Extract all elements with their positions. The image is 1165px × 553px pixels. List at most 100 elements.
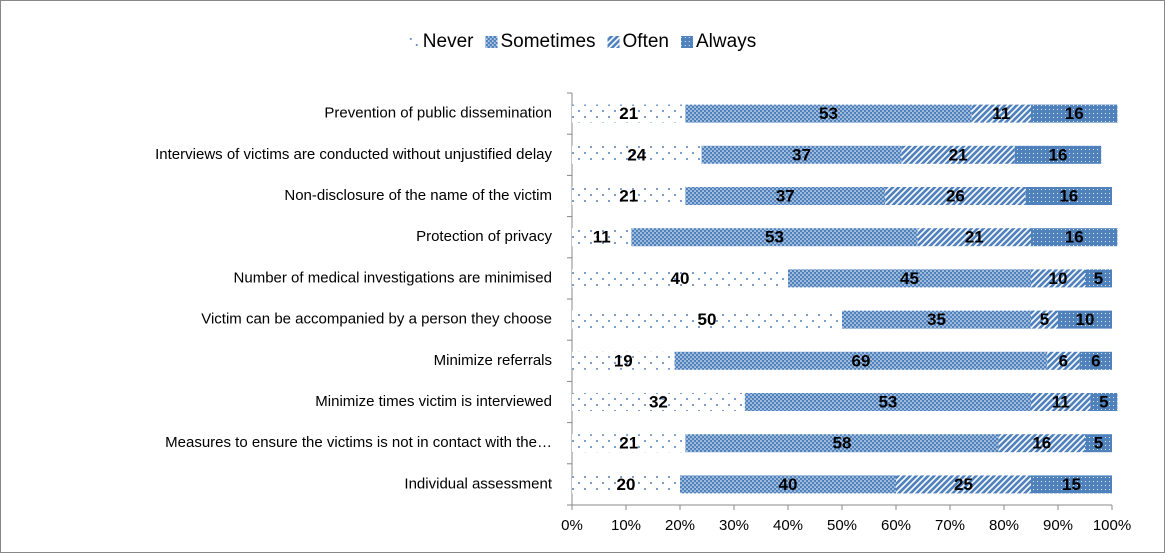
- bar-segment: [1058, 310, 1112, 329]
- data-label: 5: [1040, 310, 1049, 329]
- bar-segment: [971, 104, 1031, 123]
- bar-segment: [631, 228, 918, 247]
- bar-segment: [896, 475, 1031, 494]
- category-label: Victim can be accompanied by a person th…: [201, 311, 552, 328]
- bar-segment: [885, 187, 1026, 205]
- data-label: 5: [1094, 434, 1103, 453]
- x-tick-label: 20%: [665, 517, 695, 534]
- x-tick-label: 90%: [1043, 517, 1073, 534]
- bar-segment: [1031, 104, 1118, 123]
- bar-segment: [1014, 145, 1102, 164]
- data-label: 25: [954, 475, 973, 494]
- bar-segment: [1031, 475, 1112, 494]
- data-label: 53: [878, 392, 897, 411]
- category-label: Minimize referrals: [434, 352, 552, 369]
- bar-segment: [572, 104, 686, 123]
- bar-segment: [1079, 351, 1112, 370]
- bar-segment: [744, 393, 1031, 411]
- data-label: 24: [627, 145, 646, 164]
- bar-segment: [1031, 393, 1091, 411]
- legend-label: Never: [423, 31, 474, 52]
- x-tick-label: 30%: [719, 517, 749, 534]
- bar-segment: [1047, 351, 1080, 370]
- data-label: 26: [946, 186, 965, 205]
- data-label: 37: [792, 145, 811, 164]
- bar-segment: [1031, 310, 1058, 329]
- bar-segment: [1085, 269, 1112, 288]
- legend-label: Always: [696, 31, 756, 52]
- legend-swatch: [681, 36, 694, 48]
- data-label: 15: [1062, 475, 1081, 494]
- category-label: Number of medical investigations are min…: [234, 269, 552, 286]
- data-label: 21: [949, 145, 968, 164]
- x-tick-label: 60%: [881, 517, 911, 534]
- data-label: 16: [1032, 434, 1051, 453]
- data-label: 21: [619, 104, 638, 123]
- data-label: 20: [617, 475, 636, 494]
- category-label: Interviews of victims are conducted with…: [155, 146, 552, 163]
- bar-segment: [572, 228, 632, 247]
- bar-segment: [572, 393, 745, 411]
- legend-swatch: [607, 36, 620, 48]
- bar-segment: [1025, 187, 1112, 205]
- data-label: 16: [1065, 228, 1084, 247]
- bar-segment: [685, 434, 999, 453]
- bar-segment: [788, 269, 1031, 288]
- data-label: 10: [1076, 310, 1095, 329]
- data-label: 32: [649, 392, 668, 411]
- data-label: 16: [1065, 104, 1084, 123]
- x-tick-label: 50%: [827, 517, 857, 534]
- data-label: 19: [614, 351, 633, 370]
- bar-segment: [685, 187, 886, 205]
- legend-label: Sometimes: [500, 31, 595, 52]
- bar-segment: [572, 434, 686, 453]
- data-label: 53: [819, 104, 838, 123]
- data-label: 40: [779, 475, 798, 494]
- bar-segment: [572, 310, 842, 329]
- data-label: 11: [992, 104, 1010, 123]
- bar-segment: [685, 104, 972, 123]
- data-label: 35: [927, 310, 946, 329]
- legend-swatch: [485, 36, 498, 48]
- data-label: 6: [1091, 351, 1100, 370]
- data-label: 21: [965, 228, 984, 247]
- data-label: 53: [765, 228, 784, 247]
- x-tick-label: 80%: [989, 517, 1019, 534]
- bar-segment: [1031, 269, 1085, 288]
- bar-segment: [917, 228, 1031, 247]
- bar-segment: [1090, 393, 1118, 411]
- x-tick-label: 70%: [935, 517, 965, 534]
- data-label: 6: [1059, 351, 1068, 370]
- data-label: 11: [1052, 392, 1070, 411]
- x-tick-label: 40%: [773, 517, 803, 534]
- data-label: 37: [776, 186, 795, 205]
- data-label: 5: [1094, 269, 1103, 288]
- bar-segment: [1085, 434, 1112, 453]
- x-tick-label: 10%: [611, 517, 641, 534]
- bar-segment: [1031, 228, 1118, 247]
- x-tick-label: 0%: [561, 517, 583, 534]
- bar-segment: [680, 475, 896, 494]
- bar-segment: [572, 475, 680, 494]
- data-label: 16: [1049, 145, 1068, 164]
- data-label: 11: [593, 228, 611, 247]
- category-label: Non-disclosure of the name of the victim: [284, 187, 552, 204]
- bar-segment: [842, 310, 1031, 329]
- category-label: Individual assessment: [404, 475, 552, 492]
- data-label: 50: [698, 310, 717, 329]
- bar-segment: [701, 145, 902, 164]
- category-label: Minimize times victim is interviewed: [315, 393, 552, 410]
- legend: Never Sometimes Often Always: [407, 31, 756, 52]
- data-label: 21: [619, 186, 638, 205]
- data-label: 69: [851, 351, 870, 370]
- category-label: Prevention of public dissemination: [324, 105, 552, 122]
- bar-segment: [901, 145, 1015, 164]
- legend-label: Often: [623, 31, 669, 52]
- data-label: 45: [900, 269, 919, 288]
- data-label: 40: [671, 269, 690, 288]
- bar-segment: [674, 351, 1048, 370]
- x-tick-label: 100%: [1093, 517, 1131, 534]
- bar-segment: [572, 145, 702, 164]
- legend-swatch: [407, 36, 420, 48]
